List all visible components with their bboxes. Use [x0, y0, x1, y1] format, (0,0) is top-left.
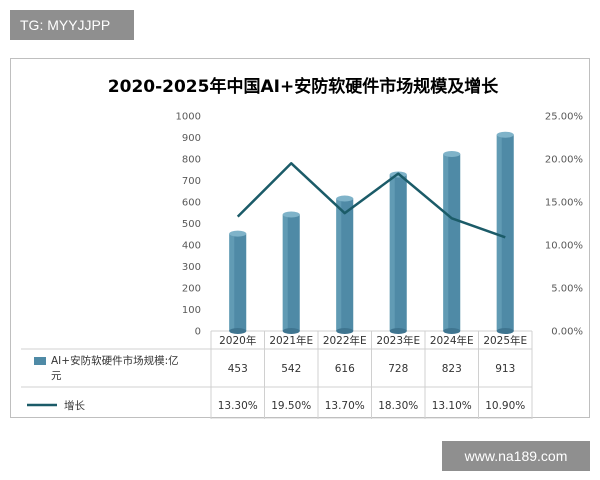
- y-left-tick-label: 800: [182, 155, 201, 166]
- bar-5: [496, 131, 514, 334]
- category-label: 2021年E: [269, 334, 313, 347]
- y-right-tick-label: 0.00%: [551, 327, 583, 338]
- bar-series: [229, 131, 514, 334]
- category-label: 2023年E: [376, 334, 420, 347]
- legend-swatch-bar: [34, 357, 46, 365]
- y-right-tick-label: 25.00%: [545, 112, 583, 123]
- y-left-tick-label: 0: [195, 327, 201, 338]
- y-right-tick-label: 10.00%: [545, 241, 583, 252]
- y-left-tick-label: 1000: [176, 112, 201, 123]
- y-left-tick-label: 600: [182, 198, 201, 209]
- y-left-tick-label: 500: [182, 219, 201, 230]
- y-right-tick-label: 5.00%: [551, 284, 583, 295]
- category-label: 2022年E: [323, 334, 367, 347]
- category-label: 2024年E: [430, 334, 474, 347]
- bar-1: [282, 211, 300, 334]
- growth-line: [236, 162, 506, 239]
- y-left-tick-label: 700: [182, 176, 201, 187]
- chart-svg: 0 100 200 300 400 500 600 700 800 900 1000 0.00% 5.…: [21, 76, 583, 419]
- legend-label-bar-2: 元: [51, 370, 62, 382]
- bar-2: [336, 195, 354, 334]
- category-label: 2020年: [219, 334, 256, 347]
- watermark-badge-bottom: www.na189.com: [442, 441, 590, 471]
- table-cell-growth: 13.70%: [325, 400, 365, 412]
- table-cell-growth: 18.30%: [378, 400, 418, 412]
- y-axis-left: 0 100 200 300 400 500 600 700 800 900 1000: [176, 112, 201, 338]
- table-cell-growth: 13.30%: [218, 400, 258, 412]
- watermark-badge-top: TG: MYYJJPP: [10, 10, 134, 40]
- legend: AI+安防软硬件市场规模:亿 元 增长: [27, 354, 179, 412]
- line-series: [236, 162, 506, 239]
- bar-0: [229, 230, 247, 334]
- legend-label-line: 增长: [64, 399, 85, 412]
- category-labels: 2020年 2021年E 2022年E 2023年E 2024年E 2025年E: [219, 334, 527, 347]
- y-right-tick-label: 15.00%: [545, 198, 583, 209]
- chart-title: 2020-2025年中国AI+安防软硬件市场规模及增长: [108, 76, 499, 97]
- y-right-tick-label: 20.00%: [545, 155, 583, 166]
- data-table-grid: [21, 330, 533, 419]
- table-cell-size: 542: [281, 363, 301, 375]
- table-cell-growth: 10.90%: [485, 400, 525, 412]
- table-cell-size: 453: [228, 363, 248, 375]
- bar-4: [443, 151, 461, 334]
- y-left-tick-label: 900: [182, 133, 201, 144]
- chart-panel: 0 100 200 300 400 500 600 700 800 900 1000 0.00% 5.…: [10, 58, 590, 419]
- bar-3: [389, 171, 407, 334]
- y-left-tick-label: 400: [182, 241, 201, 252]
- table-cell-size: 728: [388, 363, 408, 375]
- y-left-tick-label: 200: [182, 284, 201, 295]
- legend-label-bar-1: AI+安防软硬件市场规模:亿: [51, 354, 179, 367]
- table-cell-size: 616: [335, 363, 355, 375]
- table-cell-growth: 19.50%: [271, 400, 311, 412]
- y-left-tick-label: 300: [182, 262, 201, 273]
- table-cell-size: 823: [442, 363, 462, 375]
- y-left-tick-label: 100: [182, 305, 201, 316]
- data-table-cells: 453 542 616 728 823 913 13.30% 19.50% 13.70% 18.3…: [218, 363, 526, 412]
- table-cell-size: 913: [495, 363, 515, 375]
- table-cell-growth: 13.10%: [432, 400, 472, 412]
- y-axis-right: 0.00% 5.00% 10.00% 15.00% 20.00% 25.00%: [545, 112, 583, 338]
- category-label: 2025年E: [483, 334, 527, 347]
